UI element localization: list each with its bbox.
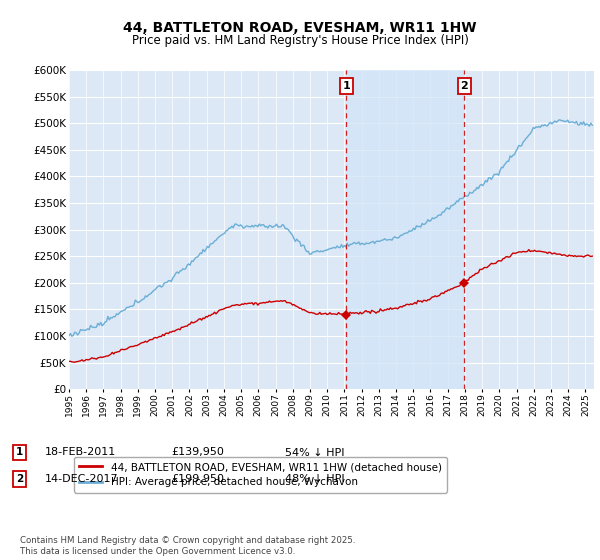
Text: Contains HM Land Registry data © Crown copyright and database right 2025.
This d: Contains HM Land Registry data © Crown c… (20, 536, 355, 556)
Text: 1: 1 (16, 447, 23, 458)
Text: £139,950: £139,950 (171, 447, 224, 458)
Bar (346, 70, 464, 389)
Text: 2: 2 (16, 474, 23, 484)
Text: 18-FEB-2011: 18-FEB-2011 (45, 447, 116, 458)
Legend: 44, BATTLETON ROAD, EVESHAM, WR11 1HW (detached house), HPI: Average price, deta: 44, BATTLETON ROAD, EVESHAM, WR11 1HW (d… (74, 457, 447, 492)
Text: 48% ↓ HPI: 48% ↓ HPI (285, 474, 344, 484)
Text: 44, BATTLETON ROAD, EVESHAM, WR11 1HW: 44, BATTLETON ROAD, EVESHAM, WR11 1HW (123, 21, 477, 35)
Text: 1: 1 (343, 81, 350, 91)
Text: 54% ↓ HPI: 54% ↓ HPI (285, 447, 344, 458)
Text: Price paid vs. HM Land Registry's House Price Index (HPI): Price paid vs. HM Land Registry's House … (131, 34, 469, 46)
Text: 14-DEC-2017: 14-DEC-2017 (45, 474, 119, 484)
Text: £199,950: £199,950 (171, 474, 224, 484)
Text: 2: 2 (460, 81, 468, 91)
